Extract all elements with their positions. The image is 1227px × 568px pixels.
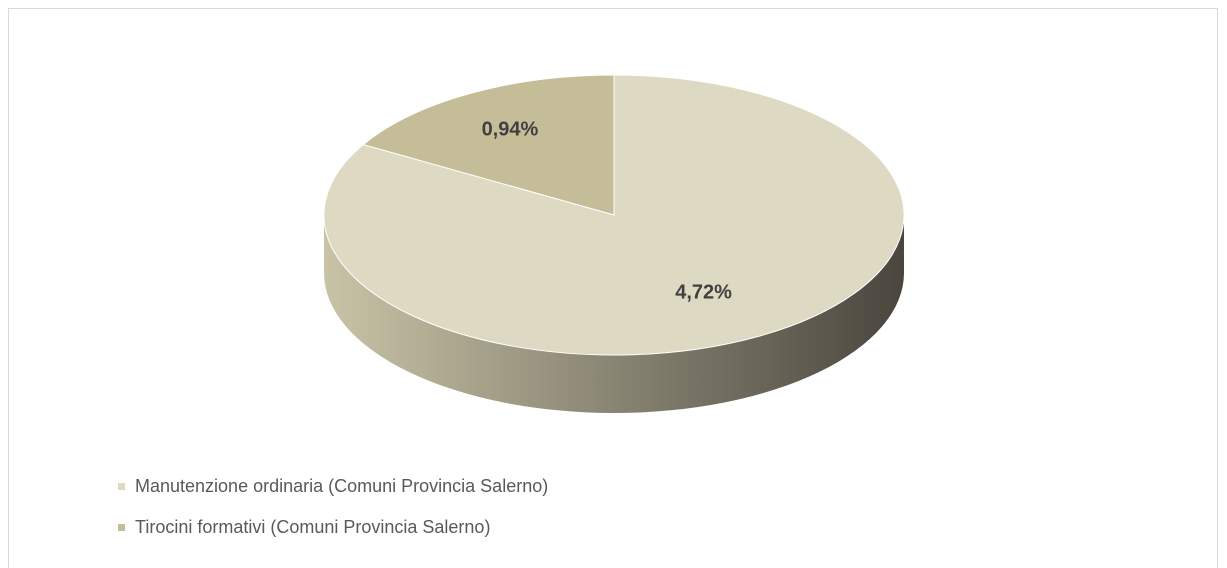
- legend-item-tirocini: Tirocini formativi (Comuni Provincia Sal…: [118, 517, 548, 538]
- pie-slice-1: [362, 74, 615, 216]
- legend-item-manutenzione: Manutenzione ordinaria (Comuni Provincia…: [118, 476, 548, 497]
- legend-swatch-manutenzione: [118, 483, 125, 490]
- data-label-0: 4,72%: [675, 281, 732, 303]
- legend-swatch-tirocini: [118, 524, 125, 531]
- data-label-1: 0,94%: [482, 119, 539, 141]
- legend-label-manutenzione: Manutenzione ordinaria (Comuni Provincia…: [135, 476, 549, 496]
- legend: Manutenzione ordinaria (Comuni Provincia…: [118, 476, 548, 558]
- legend-label-tirocini: Tirocini formativi (Comuni Provincia Sal…: [135, 517, 491, 537]
- pie-side-wall: [324, 215, 904, 413]
